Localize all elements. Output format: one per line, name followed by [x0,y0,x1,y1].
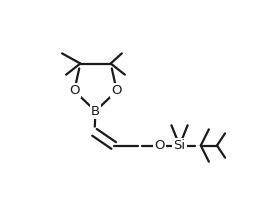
Text: B: B [91,105,100,118]
Text: O: O [69,84,79,97]
Text: O: O [112,84,122,97]
Text: Si: Si [174,139,186,152]
Text: O: O [154,139,165,152]
